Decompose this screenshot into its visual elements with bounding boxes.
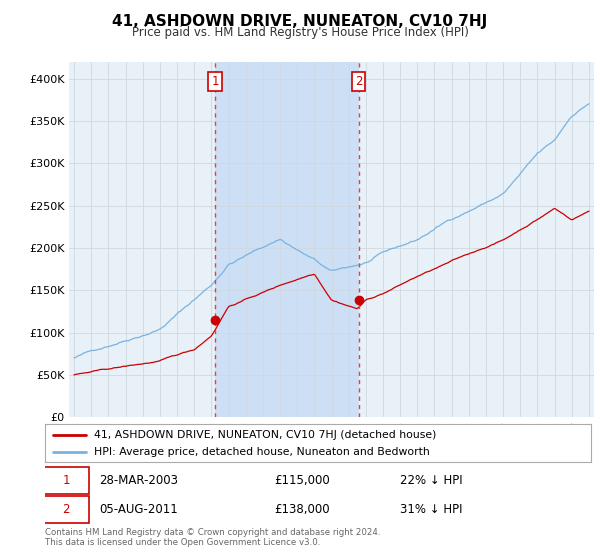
Bar [215, 62, 359, 417]
Text: £115,000: £115,000 [274, 474, 330, 487]
Text: 2: 2 [62, 503, 70, 516]
Text: 2: 2 [355, 74, 362, 88]
Text: 28-MAR-2003: 28-MAR-2003 [100, 474, 179, 487]
Text: £138,000: £138,000 [274, 503, 330, 516]
Text: 31% ↓ HPI: 31% ↓ HPI [400, 503, 463, 516]
FancyBboxPatch shape [44, 496, 89, 523]
Text: 05-AUG-2011: 05-AUG-2011 [100, 503, 178, 516]
Text: Price paid vs. HM Land Registry's House Price Index (HPI): Price paid vs. HM Land Registry's House … [131, 26, 469, 39]
FancyBboxPatch shape [44, 466, 89, 493]
Text: 41, ASHDOWN DRIVE, NUNEATON, CV10 7HJ: 41, ASHDOWN DRIVE, NUNEATON, CV10 7HJ [112, 14, 488, 29]
Text: Contains HM Land Registry data © Crown copyright and database right 2024.
This d: Contains HM Land Registry data © Crown c… [45, 528, 380, 548]
Text: 1: 1 [62, 474, 70, 487]
Text: 41, ASHDOWN DRIVE, NUNEATON, CV10 7HJ (detached house): 41, ASHDOWN DRIVE, NUNEATON, CV10 7HJ (d… [94, 430, 437, 440]
Text: 22% ↓ HPI: 22% ↓ HPI [400, 474, 463, 487]
Text: HPI: Average price, detached house, Nuneaton and Bedworth: HPI: Average price, detached house, Nune… [94, 447, 430, 458]
Text: 1: 1 [211, 74, 219, 88]
